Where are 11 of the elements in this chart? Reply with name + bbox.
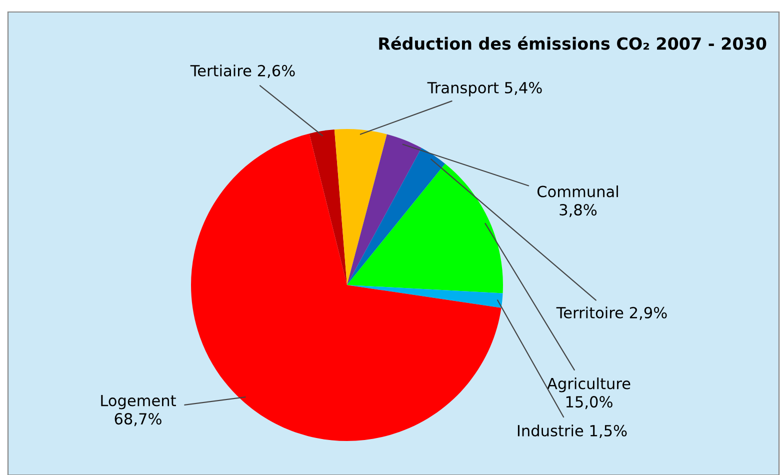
slice-label: Agriculture — [547, 377, 630, 392]
slice-label: Logement — [101, 394, 176, 410]
slice-label: Industrie 1,5% — [518, 424, 627, 438]
slice-label: Transport 5,4% — [427, 82, 542, 96]
chart-title: Réduction des émissions CO₂ 2007 - 2030 — [379, 36, 766, 50]
data-label: 15,0% — [566, 396, 612, 410]
slice-label: Tertiaire 2,6% — [190, 64, 295, 78]
data-label: 3,8% — [560, 204, 597, 218]
data-label: 68,7% — [114, 413, 162, 426]
slice-label: Communal — [537, 185, 618, 198]
slice-label: Territoire 2,9% — [556, 306, 667, 320]
